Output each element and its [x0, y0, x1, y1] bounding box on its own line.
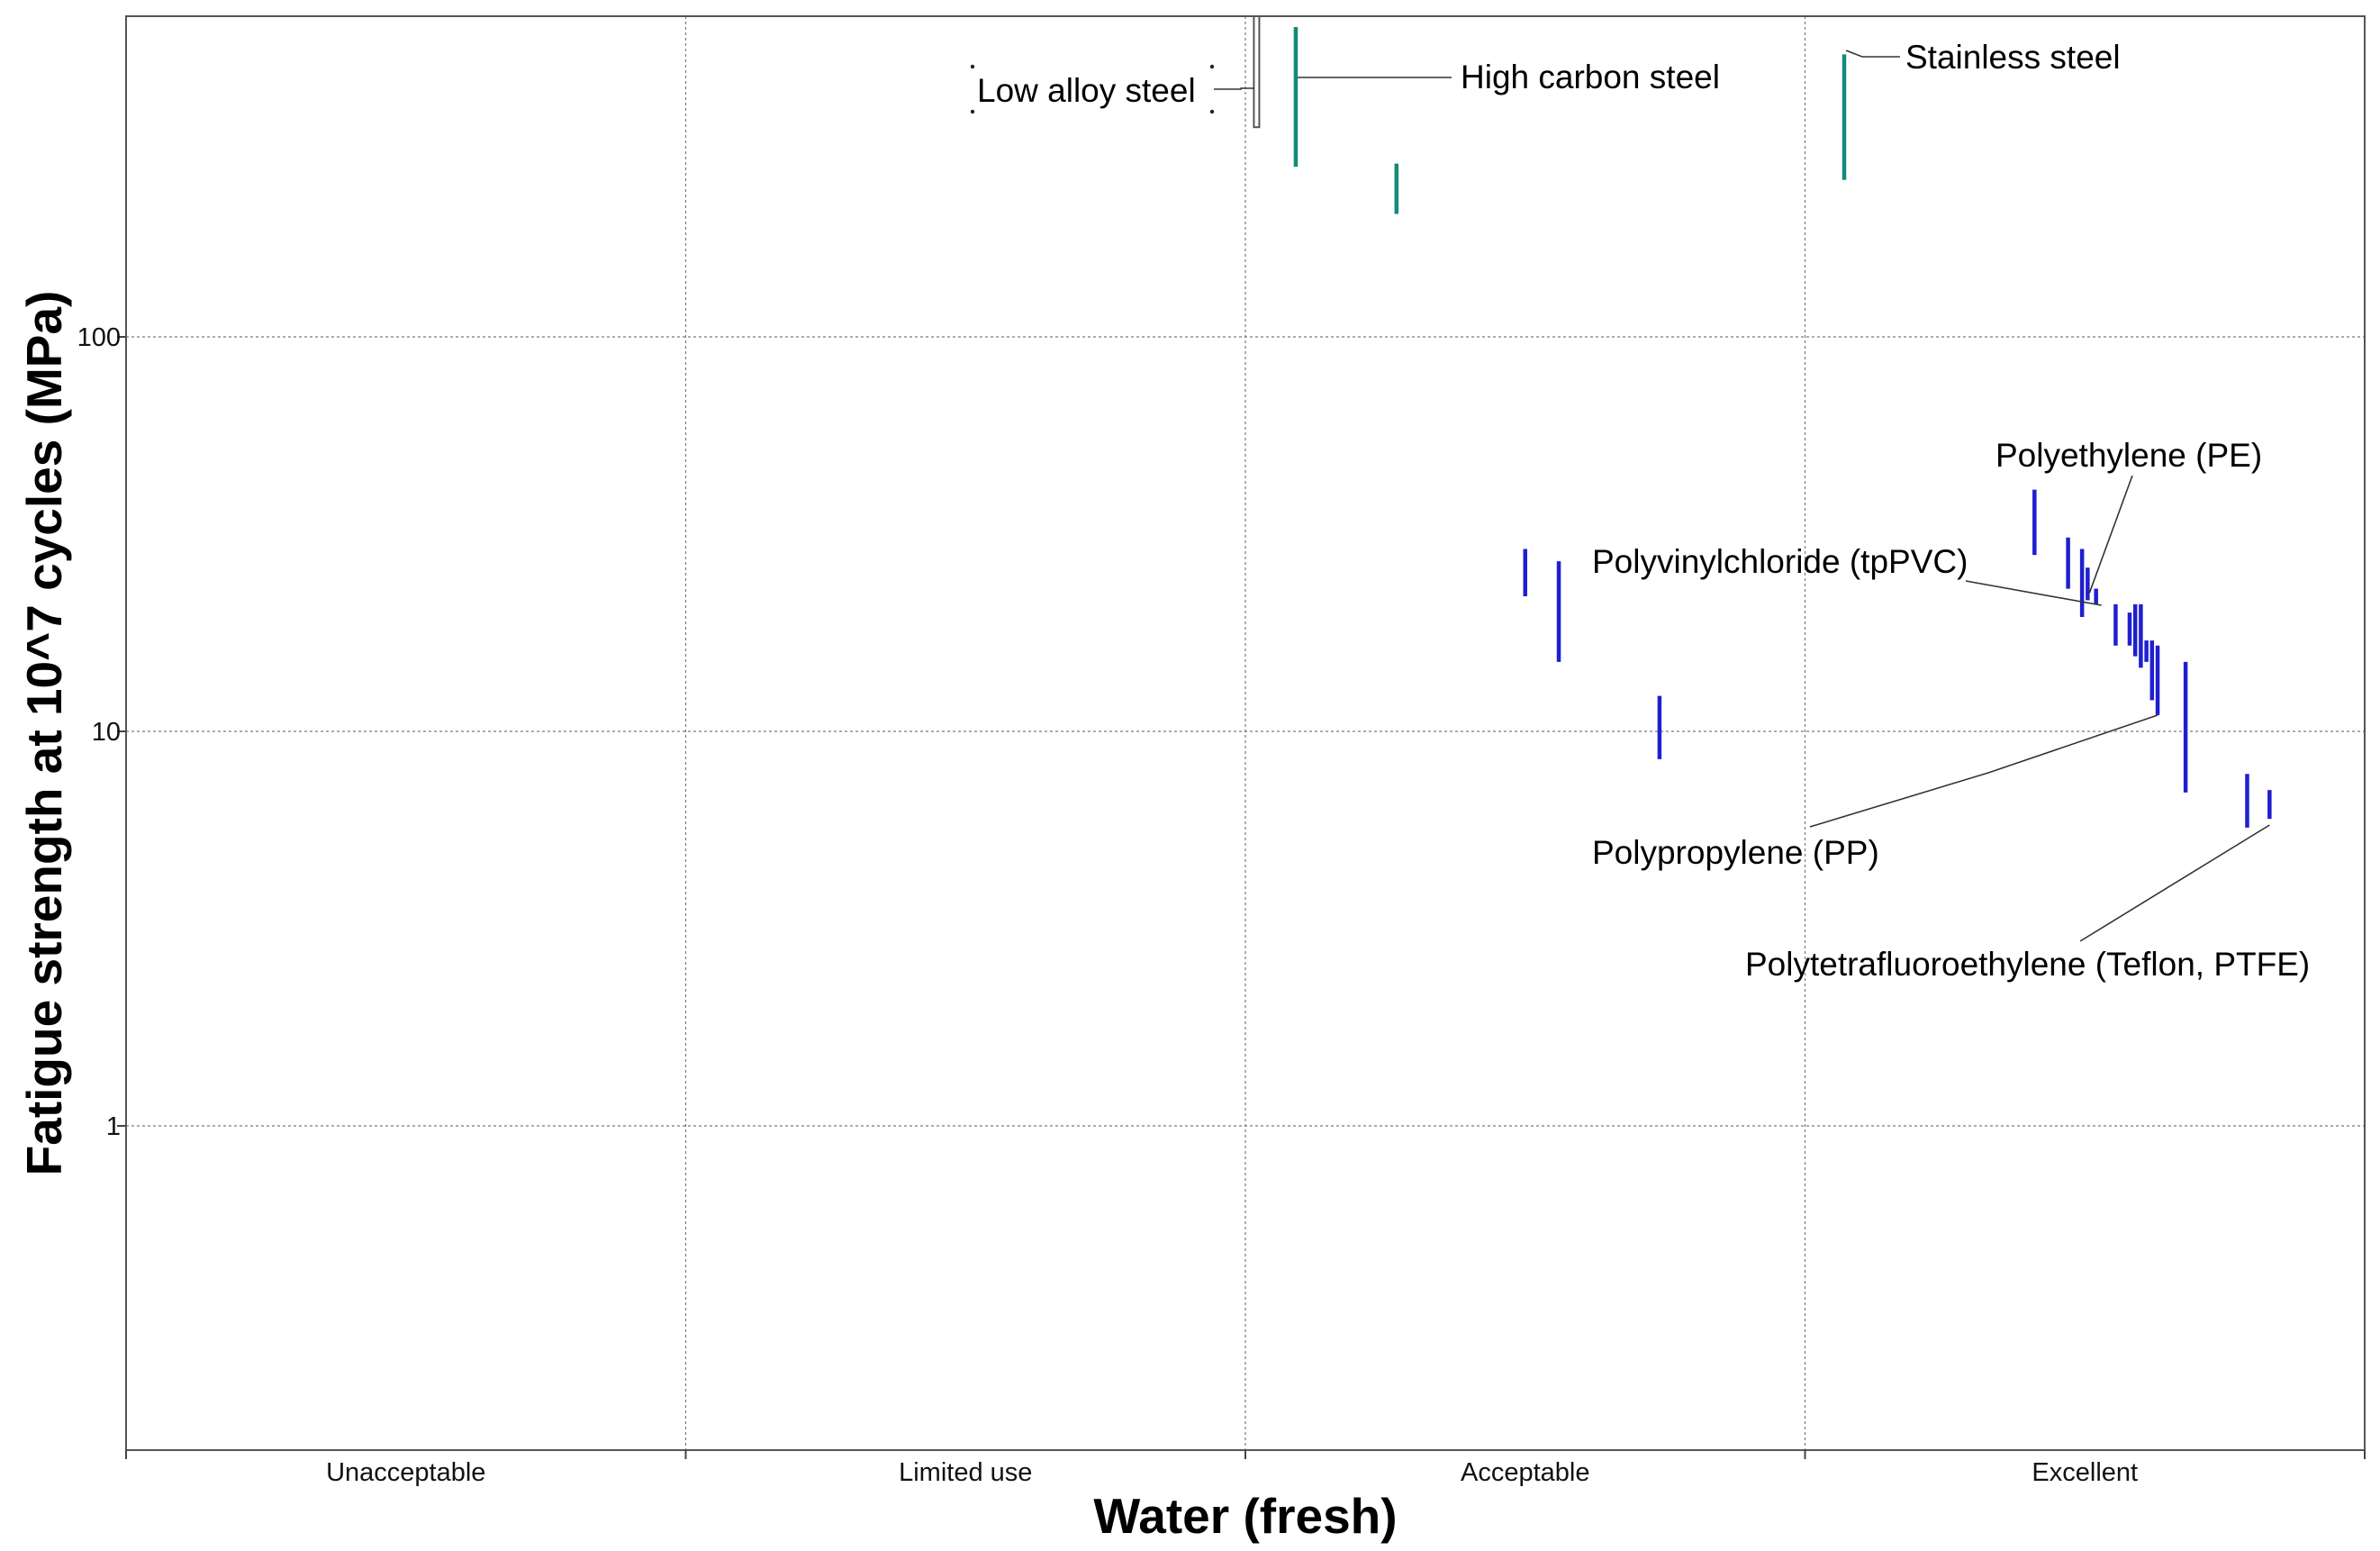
annotation-leader — [1214, 87, 1254, 90]
axis-ticks: Unacceptable Limited use Acceptable Excelle… — [77, 323, 2366, 1487]
annotation-leader — [1845, 50, 1900, 58]
annotation-bracket-dot — [970, 109, 975, 114]
data-bar — [1253, 15, 1261, 129]
annotation-bracket-dot — [1209, 109, 1215, 114]
data-bars — [1253, 15, 2272, 828]
annotation-label: Stainless steel — [1905, 39, 2121, 76]
annotation-label: Polyethylene (PE) — [1995, 437, 2262, 474]
annotation-labels: Low alloy steel High carbon steel Stainles… — [977, 39, 2310, 983]
annotation-leader — [2079, 824, 2270, 942]
annotation-leader — [2088, 475, 2133, 594]
annotation-label: Polyvinylchloride (tpPVC) — [1592, 543, 1968, 580]
y-tick-label: 10 — [92, 718, 121, 747]
annotation-leaders — [970, 50, 2270, 942]
plot-frame — [125, 15, 2366, 1451]
annotation-leader — [1965, 580, 2102, 606]
x-tick-label: Acceptable — [1461, 1458, 1590, 1487]
annotation-leader — [1809, 714, 2158, 828]
annotation-label: Polytetrafluoroethylene (Teflon, PTFE) — [1745, 946, 2310, 983]
x-tick-label: Excellent — [2032, 1458, 2138, 1487]
x-tick-label: Unacceptable — [326, 1458, 485, 1487]
grid-lines — [126, 16, 2365, 1450]
annotation-label: Low alloy steel — [977, 72, 1196, 109]
annotation-bracket-dot — [970, 64, 975, 69]
y-tick-label: 1 — [106, 1112, 121, 1141]
y-tick-label: 100 — [77, 323, 121, 352]
annotation-bracket-dot — [1209, 64, 1215, 69]
x-axis-title: Water (fresh) — [1093, 1488, 1397, 1544]
annotation-label: Polypropylene (PP) — [1592, 834, 1879, 871]
x-tick-label: Limited use — [899, 1458, 1032, 1487]
y-axis-title: Fatigue strength at 10^7 cycles (MPa) — [16, 291, 72, 1176]
annotation-label: High carbon steel — [1461, 59, 1720, 95]
